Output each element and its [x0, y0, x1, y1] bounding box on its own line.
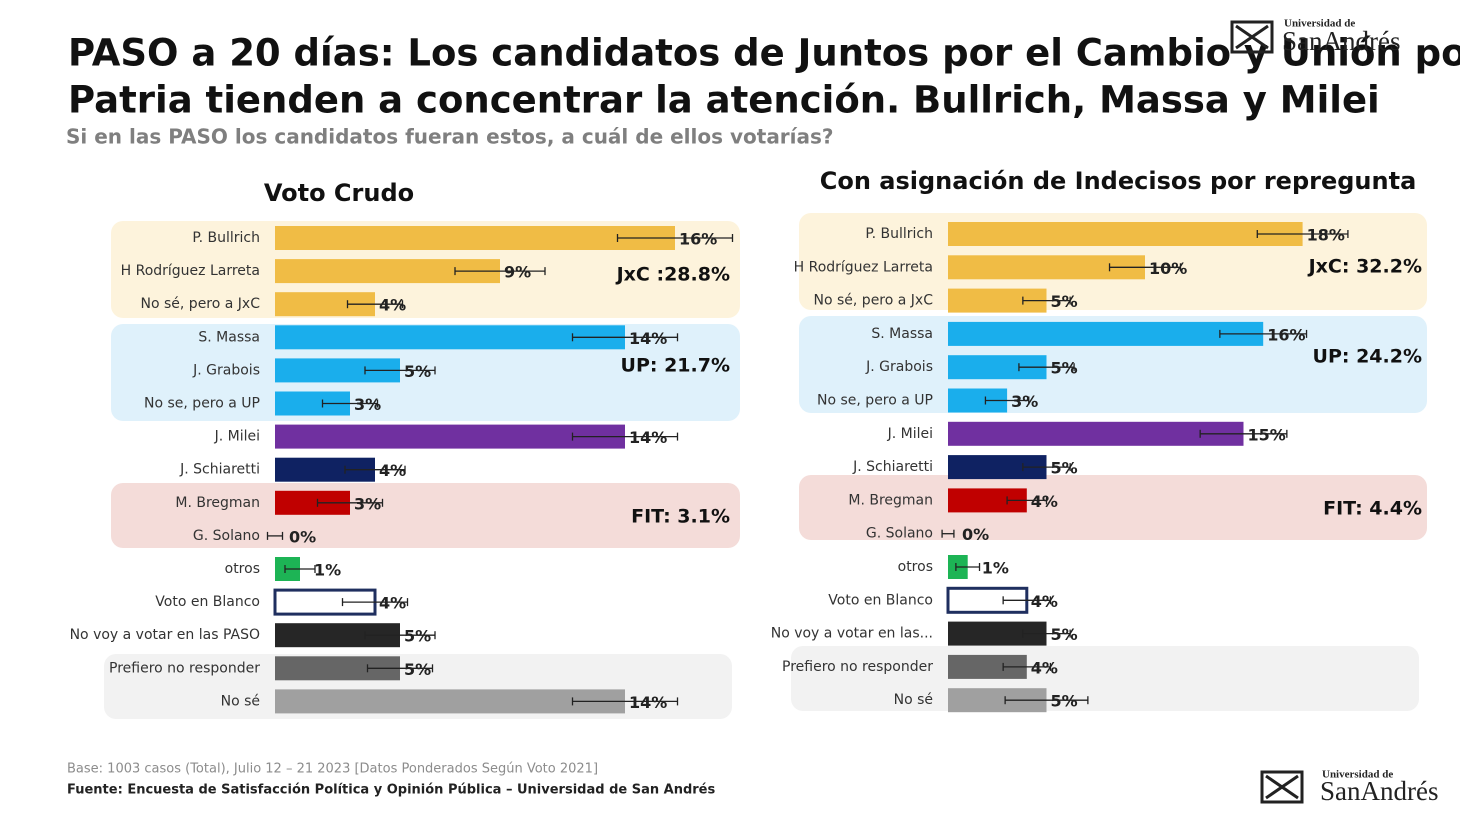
slide-title: PASO a 20 días: Los candidatos de Juntos… — [68, 32, 1460, 75]
value-label: 3% — [354, 395, 381, 414]
category-label: P. Bullrich — [865, 226, 933, 242]
category-label: G. Solano — [193, 528, 260, 544]
category-label: J. Schiaretti — [852, 459, 933, 475]
logo-text: SanAndrés — [1282, 26, 1400, 56]
group-label: FIT: 3.1% — [631, 506, 730, 528]
value-label: 5% — [1051, 459, 1078, 478]
logo-icon — [1235, 24, 1269, 50]
category-label: Prefiero no responder — [782, 659, 933, 675]
chart-title: Voto Crudo — [264, 179, 414, 207]
value-label: 3% — [1011, 392, 1038, 411]
category-label: P. Bullrich — [192, 230, 260, 246]
category-label: No se, pero a UP — [144, 396, 260, 412]
logo-text: SanAndrés — [1320, 776, 1438, 806]
category-label: No voy a votar en las... — [771, 626, 933, 642]
value-label: 14% — [629, 329, 667, 348]
group-label: UP: 24.2% — [1313, 346, 1422, 368]
value-label: 16% — [1267, 325, 1305, 344]
value-label: 14% — [629, 693, 667, 712]
category-label: G. Solano — [866, 526, 933, 542]
logo-top: Universidad de SanAndrés — [1230, 18, 1400, 56]
value-label: 0% — [962, 525, 989, 544]
logo-text: Universidad de — [1322, 769, 1393, 781]
value-label: 10% — [1149, 259, 1187, 278]
bar — [275, 226, 675, 250]
category-label: otros — [225, 561, 260, 577]
category-label: No sé, pero a JxC — [141, 296, 261, 312]
value-label: 5% — [1051, 292, 1078, 311]
category-label: No se, pero a UP — [817, 393, 933, 409]
value-label: 18% — [1307, 226, 1345, 245]
bar — [948, 255, 1145, 280]
source-note: Fuente: Encuesta de Satisfacción Polític… — [67, 783, 715, 798]
chart-title: Con asignación de Indecisos por repregun… — [820, 167, 1417, 195]
bar — [948, 321, 1264, 346]
slide-title: Patria tienden a concentrar la atención.… — [68, 79, 1380, 122]
value-label: 5% — [404, 362, 431, 381]
category-label: No sé — [894, 692, 933, 708]
value-label: 4% — [1031, 492, 1058, 511]
category-label: H Rodríguez Larreta — [121, 263, 260, 279]
logo-icon — [1230, 20, 1274, 54]
category-label: No sé — [221, 693, 260, 709]
category-label: J. Milei — [887, 426, 933, 442]
value-label: 1% — [314, 561, 341, 580]
category-label: Voto en Blanco — [828, 592, 933, 608]
category-label: J. Grabois — [865, 359, 933, 375]
category-label: M. Bregman — [848, 492, 933, 508]
value-label: 3% — [354, 494, 381, 513]
bar — [948, 222, 1303, 246]
value-label: 5% — [404, 627, 431, 646]
value-label: 1% — [982, 559, 1009, 578]
category-label: J. Grabois — [192, 362, 260, 378]
category-label: M. Bregman — [175, 495, 260, 511]
value-label: 4% — [1031, 592, 1058, 611]
value-label: 16% — [679, 230, 717, 249]
category-label: No voy a votar en las PASO — [70, 627, 260, 643]
bar — [275, 689, 625, 714]
category-label: No sé, pero a JxC — [814, 293, 934, 309]
category-label: S. Massa — [198, 329, 260, 345]
slide-subtitle: Si en las PASO los candidatos fueran est… — [66, 125, 834, 149]
value-label: 4% — [379, 461, 406, 480]
value-label: 15% — [1248, 425, 1286, 444]
value-label: 4% — [379, 296, 406, 315]
value-label: 4% — [379, 594, 406, 613]
bar — [948, 421, 1244, 446]
category-label: otros — [898, 559, 933, 575]
category-label: S. Massa — [871, 326, 933, 342]
group-label: UP: 21.7% — [621, 355, 730, 377]
value-label: 5% — [1051, 692, 1078, 711]
category-label: Voto en Blanco — [155, 594, 260, 610]
group-background — [111, 483, 740, 548]
group-label: JxC :28.8% — [615, 264, 730, 286]
value-label: 9% — [504, 263, 531, 282]
logo-text: Universidad de — [1284, 18, 1355, 30]
bar — [275, 325, 625, 350]
logo-icon — [1260, 770, 1304, 804]
value-label: 0% — [289, 527, 316, 546]
value-label: 4% — [1031, 658, 1058, 677]
group-background — [791, 646, 1419, 711]
bar — [275, 424, 625, 449]
group-label: JxC: 32.2% — [1307, 256, 1422, 278]
category-label: J. Schiaretti — [179, 462, 260, 478]
logo-icon — [1265, 774, 1299, 800]
value-label: 5% — [1051, 625, 1078, 644]
value-label: 14% — [629, 428, 667, 447]
base-note: Base: 1003 casos (Total), Julio 12 – 21 … — [67, 762, 598, 777]
category-label: H Rodríguez Larreta — [794, 259, 933, 275]
value-label: 5% — [404, 660, 431, 679]
value-label: 5% — [1051, 359, 1078, 378]
logo-bottom: Universidad de SanAndrés — [1260, 769, 1438, 806]
category-label: J. Milei — [214, 429, 260, 445]
group-label: FIT: 4.4% — [1323, 498, 1422, 520]
category-label: Prefiero no responder — [109, 660, 260, 676]
